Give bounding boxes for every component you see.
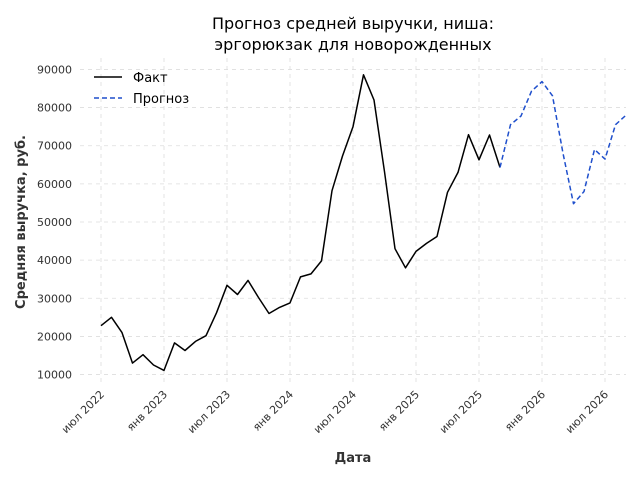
y-tick-label: 80000 (37, 102, 72, 115)
x-axis-ticks: июл 2022 янв 2023 июл 2023 янв 2024 июл 2024… (59, 388, 611, 436)
chart-title-line-1: Прогноз средней выручки, ниша: (212, 14, 494, 33)
y-tick-label: 20000 (37, 330, 72, 343)
y-axis-ticks: 10000 20000 30000 40000 50000 60000 70000 80000… (37, 63, 72, 381)
grid (80, 58, 626, 386)
y-tick-label: 30000 (37, 292, 72, 305)
legend-label-forecast: Прогноз (133, 92, 189, 107)
y-tick-label: 10000 (37, 369, 72, 382)
y-tick-label: 90000 (37, 63, 72, 76)
x-tick-label: июл 2022 (59, 388, 107, 436)
x-tick-label: янв 2026 (502, 388, 548, 434)
legend-label-fact: Факт (133, 71, 168, 86)
y-tick-label: 40000 (37, 254, 72, 267)
x-tick-label: янв 2024 (250, 388, 296, 434)
x-tick-label: июл 2026 (563, 388, 611, 436)
x-tick-label: янв 2023 (124, 388, 170, 434)
x-axis-label: Дата (335, 451, 372, 466)
series-line-fact (100, 74, 501, 372)
y-tick-label: 70000 (37, 140, 72, 153)
series-line-forecast (499, 80, 627, 205)
x-tick-label: янв 2025 (376, 388, 422, 434)
y-tick-label: 60000 (37, 178, 72, 191)
chart-title-line-2: эргорюкзак для новорожденных (214, 35, 491, 54)
x-tick-label: июл 2025 (437, 388, 485, 436)
legend: Факт Прогноз (94, 71, 189, 107)
y-axis-label: Средняя выручка, руб. (14, 135, 29, 309)
series-lines (100, 74, 627, 372)
x-tick-label: июл 2023 (185, 388, 233, 436)
y-tick-label: 50000 (37, 216, 72, 229)
x-tick-label: июл 2024 (311, 388, 359, 436)
